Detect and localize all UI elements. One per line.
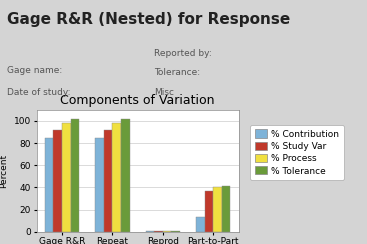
- Text: Reported by:: Reported by:: [154, 49, 212, 58]
- Bar: [112, 123, 121, 232]
- Bar: [121, 119, 130, 232]
- Bar: [104, 130, 112, 232]
- Bar: [213, 187, 222, 232]
- Text: Date of study:: Date of study:: [7, 88, 71, 97]
- Bar: [222, 186, 230, 232]
- Text: Gage R&R (Nested) for Response: Gage R&R (Nested) for Response: [7, 12, 291, 27]
- Bar: [95, 138, 104, 232]
- Y-axis label: Percent: Percent: [0, 154, 8, 188]
- Text: Tolerance:: Tolerance:: [154, 68, 200, 77]
- Text: Gage name:: Gage name:: [7, 66, 63, 75]
- Bar: [70, 119, 79, 232]
- Bar: [62, 123, 70, 232]
- Legend: % Contribution, % Study Var, % Process, % Tolerance: % Contribution, % Study Var, % Process, …: [250, 125, 344, 180]
- Bar: [205, 191, 213, 232]
- Bar: [53, 130, 62, 232]
- Text: Misc: Misc: [154, 88, 174, 97]
- Bar: [196, 217, 205, 232]
- Bar: [45, 138, 53, 232]
- Title: Components of Variation: Components of Variation: [61, 94, 215, 107]
